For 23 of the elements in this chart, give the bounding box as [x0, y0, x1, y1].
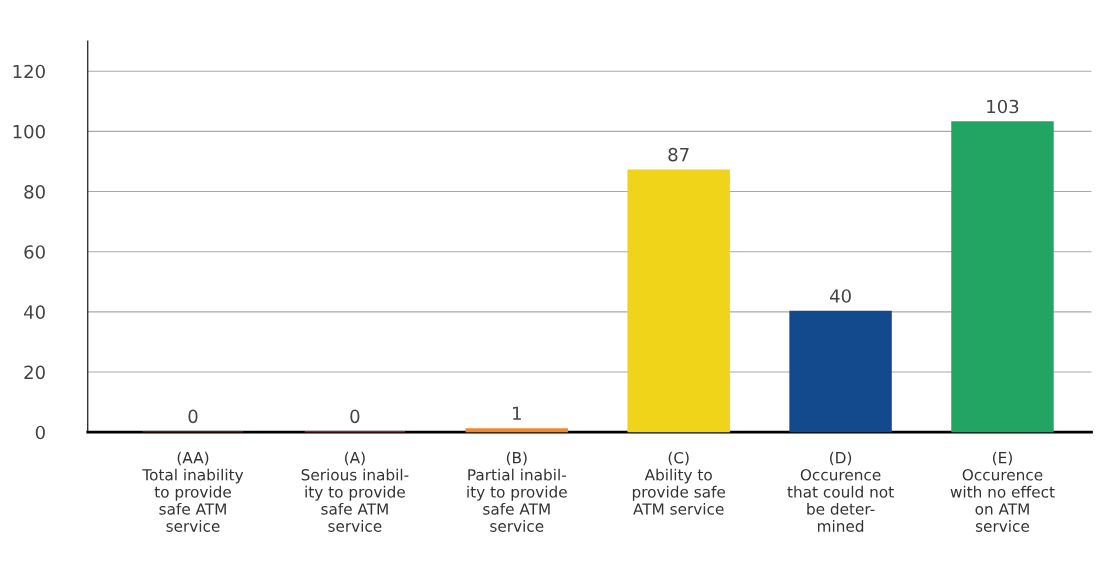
- y-tick-label: 60: [24, 245, 45, 259]
- x-tick-label: (E) Occurence with no effect on ATM service: [950, 451, 1055, 532]
- y-tick-label: 80: [24, 185, 45, 199]
- y-tick-label: 120: [13, 64, 45, 79]
- bar: [789, 310, 892, 433]
- x-tick-label: (C) Ability to provide safe ATM service: [632, 451, 726, 515]
- data-label: 0: [350, 409, 360, 424]
- data-label: 103: [987, 99, 1019, 114]
- y-tick-label: 0: [35, 425, 45, 440]
- y-tick-label: 40: [24, 305, 45, 319]
- bar: [627, 169, 730, 433]
- data-label: 40: [829, 289, 851, 303]
- data-label: 1: [513, 406, 521, 420]
- x-tick-label: (A) Serious inabil- ity to provide safe ATM service: [301, 451, 409, 532]
- data-label: 87: [668, 147, 689, 162]
- y-tick-label: 100: [13, 124, 45, 139]
- x-tick-label: (D) Occurence that could not be deter- mined: [787, 451, 894, 532]
- x-tick-label: (B) Partial inabil- ity to provide safe ATM service: [467, 451, 567, 532]
- x-tick-label: (AA) Total inability to provide safe ATM service: [142, 451, 244, 532]
- y-tick-label: 20: [24, 365, 45, 380]
- data-label: 0: [188, 409, 198, 424]
- bar: [951, 121, 1054, 433]
- bar: [465, 428, 569, 433]
